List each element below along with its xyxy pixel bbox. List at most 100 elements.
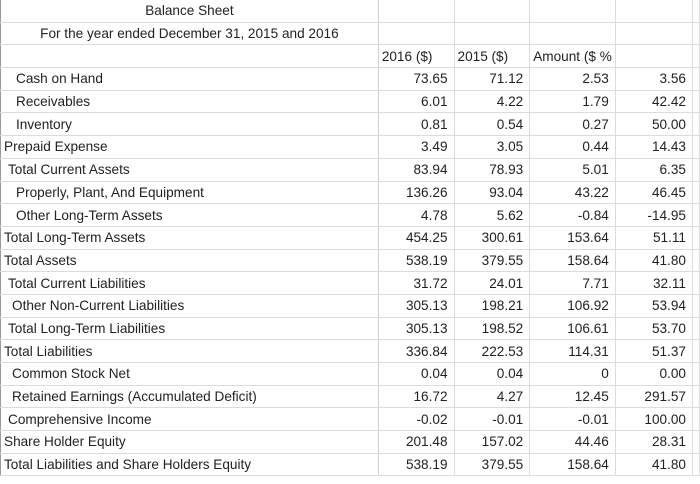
row-label[interactable]: Total Long-Term Assets bbox=[0, 226, 379, 250]
row-label[interactable]: Cash on Hand bbox=[0, 67, 379, 91]
value-2015[interactable]: 300.61 bbox=[454, 226, 531, 250]
row-label[interactable]: Total Liabilities and Share Holders Equi… bbox=[0, 453, 379, 477]
value-2015[interactable]: 222.53 bbox=[454, 339, 531, 363]
change-amount[interactable]: -0.84 bbox=[529, 203, 616, 227]
cell[interactable] bbox=[0, 44, 379, 69]
cell[interactable] bbox=[692, 181, 700, 205]
row-label[interactable]: Other Non-Current Liabilities bbox=[0, 294, 379, 318]
cell[interactable] bbox=[692, 158, 700, 182]
cell[interactable] bbox=[692, 453, 700, 477]
cell[interactable] bbox=[692, 407, 700, 432]
cell[interactable] bbox=[692, 135, 700, 159]
cell[interactable] bbox=[692, 271, 700, 295]
value-2016[interactable]: -0.02 bbox=[378, 407, 455, 432]
change-amount[interactable]: 0 bbox=[529, 362, 616, 386]
value-2016[interactable]: 31.72 bbox=[378, 271, 455, 295]
cell[interactable] bbox=[454, 22, 531, 46]
change-amount[interactable]: 12.45 bbox=[529, 385, 616, 409]
value-2015[interactable]: 4.27 bbox=[454, 385, 531, 409]
cell[interactable] bbox=[615, 22, 693, 46]
change-percent[interactable]: 100.00 bbox=[615, 407, 693, 432]
value-2015[interactable]: 0.54 bbox=[454, 112, 531, 137]
value-2016[interactable]: 16.72 bbox=[378, 385, 455, 409]
value-2016[interactable]: 454.25 bbox=[378, 226, 455, 250]
cell[interactable] bbox=[454, 0, 531, 23]
row-label[interactable]: Comprehensive Income bbox=[0, 407, 379, 432]
value-2015[interactable]: 3.05 bbox=[454, 135, 531, 159]
value-2016[interactable]: 83.94 bbox=[378, 158, 455, 182]
value-2015[interactable]: 4.22 bbox=[454, 90, 531, 114]
row-label[interactable]: Properly, Plant, And Equipment bbox=[0, 181, 379, 205]
change-percent[interactable]: 50.00 bbox=[615, 112, 693, 137]
cell[interactable] bbox=[692, 249, 700, 273]
change-percent[interactable]: 51.37 bbox=[615, 339, 693, 363]
change-percent[interactable]: 291.57 bbox=[615, 385, 693, 409]
row-label[interactable]: Total Current Assets bbox=[0, 158, 379, 182]
value-2015[interactable]: 198.52 bbox=[454, 317, 531, 341]
sheet-title[interactable]: Balance Sheet bbox=[0, 0, 379, 23]
change-amount[interactable]: 2.53 bbox=[529, 67, 616, 91]
value-2016[interactable]: 538.19 bbox=[378, 249, 455, 273]
cell[interactable] bbox=[529, 0, 616, 23]
value-2016[interactable]: 136.26 bbox=[378, 181, 455, 205]
value-2016[interactable]: 0.04 bbox=[378, 362, 455, 386]
change-percent[interactable]: 53.94 bbox=[615, 294, 693, 318]
value-2015[interactable]: 78.93 bbox=[454, 158, 531, 182]
change-amount[interactable]: 1.79 bbox=[529, 90, 616, 114]
change-percent[interactable]: -14.95 bbox=[615, 203, 693, 227]
row-label[interactable]: Other Long-Term Assets bbox=[0, 203, 379, 227]
change-percent[interactable]: 6.35 bbox=[615, 158, 693, 182]
change-percent[interactable]: 28.31 bbox=[615, 430, 693, 454]
change-amount[interactable]: 153.64 bbox=[529, 226, 616, 250]
row-label[interactable]: Inventory bbox=[0, 112, 379, 137]
value-2015[interactable]: 379.55 bbox=[454, 453, 531, 477]
value-2016[interactable]: 336.84 bbox=[378, 339, 455, 363]
cell[interactable] bbox=[692, 294, 700, 318]
row-label[interactable]: Retained Earnings (Accumulated Deficit) bbox=[0, 385, 379, 409]
cell[interactable] bbox=[692, 430, 700, 454]
change-amount[interactable]: 5.01 bbox=[529, 158, 616, 182]
row-label[interactable]: Share Holder Equity bbox=[0, 430, 379, 454]
row-label[interactable]: Total Long-Term Liabilities bbox=[0, 317, 379, 341]
change-percent[interactable]: 0.00 bbox=[615, 362, 693, 386]
value-2016[interactable]: 73.65 bbox=[378, 67, 455, 91]
sheet-subtitle[interactable]: For the year ended December 31, 2015 and… bbox=[0, 22, 379, 46]
cell[interactable] bbox=[692, 44, 700, 69]
cell[interactable] bbox=[692, 0, 700, 23]
value-2015[interactable]: 24.01 bbox=[454, 271, 531, 295]
change-percent[interactable]: 41.80 bbox=[615, 453, 693, 477]
value-2015[interactable]: 379.55 bbox=[454, 249, 531, 273]
value-2016[interactable]: 4.78 bbox=[378, 203, 455, 227]
value-2016[interactable]: 305.13 bbox=[378, 294, 455, 318]
cell[interactable] bbox=[692, 317, 700, 341]
cell[interactable] bbox=[378, 22, 455, 46]
change-percent[interactable]: 42.42 bbox=[615, 90, 693, 114]
row-label[interactable]: Total Current Liabilities bbox=[0, 271, 379, 295]
cell[interactable] bbox=[692, 90, 700, 114]
value-2015[interactable]: 0.04 bbox=[454, 362, 531, 386]
value-2016[interactable]: 305.13 bbox=[378, 317, 455, 341]
change-amount[interactable]: 114.31 bbox=[529, 339, 616, 363]
change-amount[interactable]: 7.71 bbox=[529, 271, 616, 295]
value-2016[interactable]: 538.19 bbox=[378, 453, 455, 477]
row-label[interactable]: Receivables bbox=[0, 90, 379, 114]
value-2015[interactable]: 71.12 bbox=[454, 67, 531, 91]
header-amount[interactable]: Amount ($ % bbox=[529, 44, 616, 69]
change-amount[interactable]: 0.44 bbox=[529, 135, 616, 159]
cell[interactable] bbox=[529, 22, 616, 46]
value-2015[interactable]: 157.02 bbox=[454, 430, 531, 454]
row-label[interactable]: Total Liabilities bbox=[0, 339, 379, 363]
cell[interactable] bbox=[692, 339, 700, 363]
cell[interactable] bbox=[692, 203, 700, 227]
cell[interactable] bbox=[692, 112, 700, 137]
value-2016[interactable]: 6.01 bbox=[378, 90, 455, 114]
value-2015[interactable]: 93.04 bbox=[454, 181, 531, 205]
cell[interactable] bbox=[692, 362, 700, 386]
header-2015[interactable]: 2015 ($) bbox=[454, 44, 531, 69]
change-amount[interactable]: -0.01 bbox=[529, 407, 616, 432]
value-2015[interactable]: 198.21 bbox=[454, 294, 531, 318]
change-percent[interactable]: 3.56 bbox=[615, 67, 693, 91]
change-amount[interactable]: 0.27 bbox=[529, 112, 616, 137]
change-percent[interactable]: 46.45 bbox=[615, 181, 693, 205]
change-amount[interactable]: 106.92 bbox=[529, 294, 616, 318]
